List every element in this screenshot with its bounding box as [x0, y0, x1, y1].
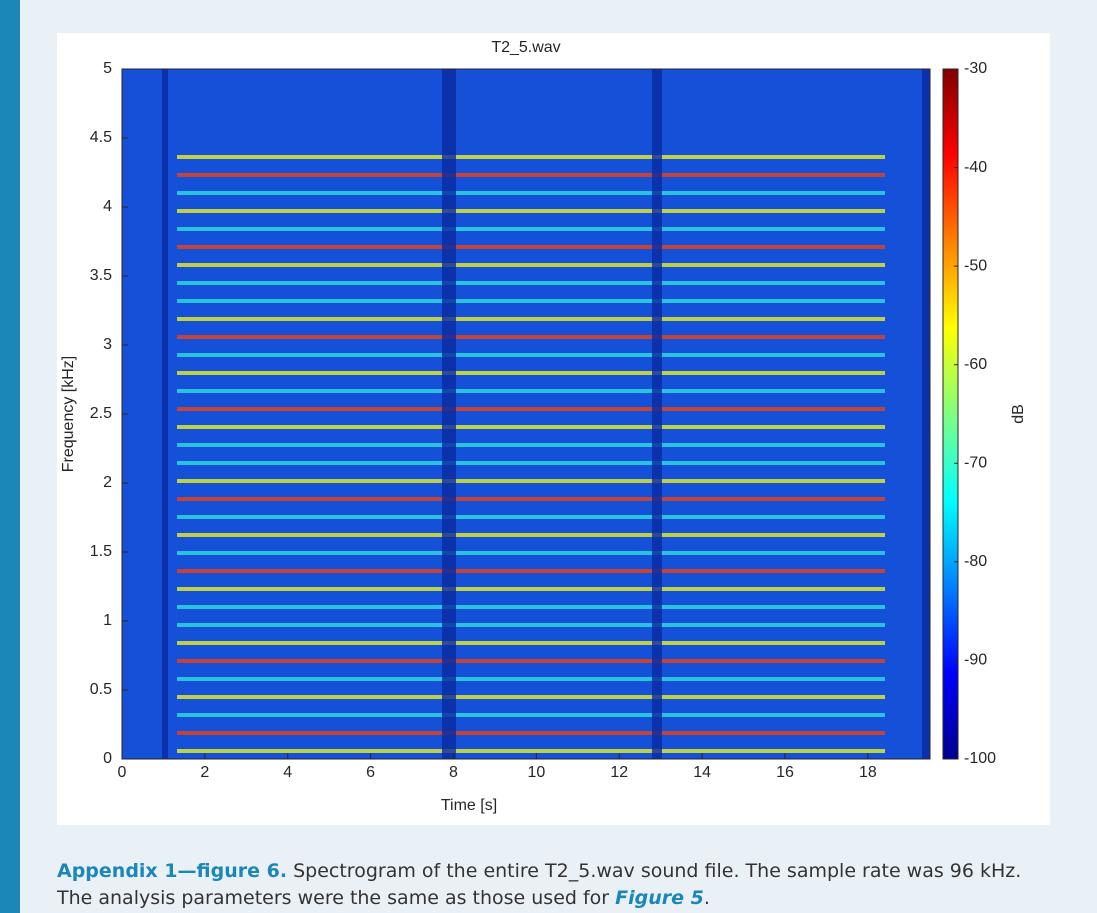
colorbar-tick-label: -70 [964, 455, 987, 472]
colorbar-tick-label: -30 [964, 60, 987, 77]
y-tick-label: 3 [103, 336, 112, 353]
figure: T2_5.wav Time [s] Frequency [kHz] dB 0 2 4… [57, 33, 1050, 825]
x-tick-label: 2 [200, 764, 209, 781]
colorbar-tick-label: -60 [964, 356, 987, 373]
spectrogram-background [122, 69, 930, 759]
harmonic-band [177, 461, 885, 465]
harmonic-band [177, 659, 885, 663]
y-tick-label: 5 [103, 60, 112, 77]
colorbar-tick-label: -90 [964, 652, 987, 669]
x-tick-label: 12 [610, 764, 628, 781]
chart-title: T2_5.wav [491, 39, 560, 56]
harmonic-band [177, 443, 885, 447]
harmonic-band [177, 587, 885, 591]
x-tick-label: 0 [118, 764, 127, 781]
harmonic-band [177, 497, 885, 501]
harmonic-band [177, 155, 885, 159]
harmonic-band [177, 533, 885, 537]
x-axis-label: Time [s] [441, 797, 497, 814]
caption-label: Appendix 1—figure 6. [57, 860, 288, 882]
colorbar [942, 68, 959, 760]
y-tick-label: 4.5 [90, 129, 112, 146]
y-axis-label: Frequency [kHz] [60, 356, 77, 472]
harmonic-band [177, 641, 885, 645]
figure-link[interactable]: Figure 5 [615, 887, 704, 909]
harmonic-band [177, 191, 885, 195]
y-tick-label: 3.5 [90, 267, 112, 284]
x-tick-label: 18 [859, 764, 877, 781]
y-tick-label: 1.5 [90, 543, 112, 560]
y-tick-label: 2 [103, 474, 112, 491]
harmonic-band [177, 623, 885, 627]
colorbar-tick-label: -80 [964, 553, 987, 570]
x-tick-label: 6 [366, 764, 375, 781]
x-tick-label: 16 [776, 764, 794, 781]
harmonic-band [177, 173, 885, 177]
colorbar-tick-label: -40 [964, 159, 987, 176]
harmonic-band [177, 227, 885, 231]
harmonic-band [177, 551, 885, 555]
harmonic-band [177, 713, 885, 717]
x-tick-label: 4 [283, 764, 292, 781]
silence-band [162, 69, 168, 759]
caption-end: . [703, 887, 710, 909]
silence-band [442, 69, 456, 759]
harmonic-band [177, 353, 885, 357]
side-bar [0, 0, 20, 913]
harmonic-band [177, 335, 885, 339]
harmonic-band [177, 515, 885, 519]
harmonic-band [177, 407, 885, 411]
y-tick-label: 1 [103, 612, 112, 629]
harmonic-band [177, 209, 885, 213]
harmonic-band [177, 731, 885, 735]
caption-text: Spectrogram of the entire T2_5.wav sound… [57, 860, 1022, 909]
harmonic-band [177, 371, 885, 375]
harmonic-band [177, 749, 885, 753]
harmonic-band [177, 677, 885, 681]
harmonic-band [177, 479, 885, 483]
x-tick-label: 10 [527, 764, 545, 781]
colorbar-tick-label: -50 [964, 257, 987, 274]
silence-band [652, 69, 662, 759]
y-tick-label: 0 [103, 750, 112, 767]
harmonic-band [177, 569, 885, 573]
colorbar-tick-label: -100 [964, 750, 996, 767]
harmonic-band [177, 263, 885, 267]
chart: T2_5.wav Time [s] Frequency [kHz] dB 0 2 4… [60, 39, 1027, 814]
harmonic-band [177, 299, 885, 303]
harmonic-band [177, 281, 885, 285]
y-tick-label: 2.5 [90, 405, 112, 422]
harmonic-band [177, 425, 885, 429]
x-tick-label: 14 [693, 764, 711, 781]
caption: Appendix 1—figure 6. Spectrogram of the … [57, 858, 1057, 912]
y-tick-label: 0.5 [90, 681, 112, 698]
spectrogram-image [122, 69, 930, 759]
x-tick-label: 8 [449, 764, 458, 781]
harmonic-band [177, 695, 885, 699]
harmonic-band [177, 317, 885, 321]
y-tick-label: 4 [103, 198, 112, 215]
harmonic-band [177, 605, 885, 609]
silence-band [922, 69, 930, 759]
harmonic-band [177, 245, 885, 249]
colorbar-label: dB [1010, 404, 1027, 424]
harmonic-band [177, 389, 885, 393]
